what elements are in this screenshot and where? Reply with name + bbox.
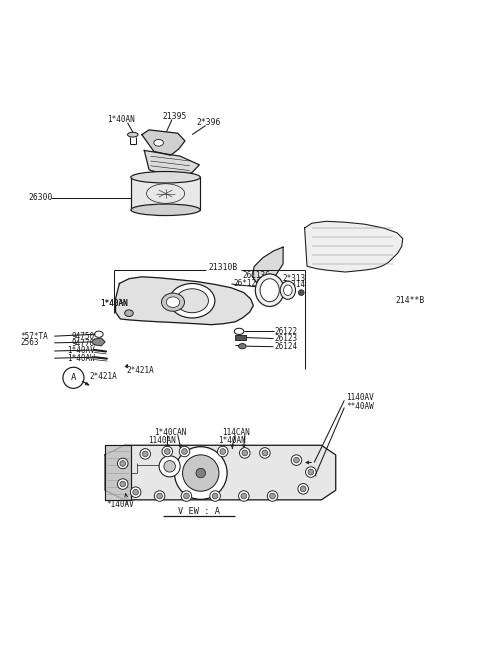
Circle shape: [260, 447, 270, 458]
Circle shape: [217, 446, 228, 457]
Text: *57*TA: *57*TA: [21, 332, 48, 341]
Text: V EW : A: V EW : A: [178, 507, 220, 516]
Text: 1*40AN: 1*40AN: [100, 299, 128, 307]
Text: 1*40AW: 1*40AW: [67, 353, 95, 363]
Bar: [235, 335, 246, 340]
Polygon shape: [142, 130, 185, 155]
Circle shape: [182, 455, 219, 491]
Polygon shape: [105, 445, 132, 500]
Text: 2*313: 2*313: [282, 274, 305, 283]
Text: 26123: 26123: [275, 334, 298, 343]
Circle shape: [179, 446, 190, 457]
Text: 214**B: 214**B: [396, 296, 425, 306]
Circle shape: [308, 469, 314, 475]
Circle shape: [120, 481, 126, 487]
Circle shape: [242, 450, 248, 456]
Circle shape: [270, 493, 276, 499]
Circle shape: [143, 451, 148, 457]
Circle shape: [164, 461, 175, 472]
Ellipse shape: [161, 293, 184, 311]
Circle shape: [299, 290, 304, 296]
Circle shape: [174, 447, 227, 499]
Polygon shape: [305, 221, 403, 272]
Text: 2*314: 2*314: [282, 281, 305, 290]
Circle shape: [183, 493, 189, 499]
Text: 26124: 26124: [275, 342, 298, 351]
Polygon shape: [252, 247, 283, 283]
Circle shape: [131, 487, 141, 497]
Circle shape: [140, 449, 151, 459]
Circle shape: [239, 491, 249, 501]
Bar: [131, 177, 200, 210]
Text: 2*396: 2*396: [196, 118, 220, 127]
Circle shape: [133, 489, 139, 495]
Text: 26*120: 26*120: [234, 279, 262, 288]
Circle shape: [300, 486, 306, 491]
Circle shape: [118, 479, 128, 489]
Text: A: A: [71, 373, 76, 382]
Circle shape: [267, 491, 278, 501]
Circle shape: [210, 491, 220, 501]
Ellipse shape: [169, 284, 215, 318]
Text: 26122: 26122: [275, 327, 298, 336]
Text: 2563: 2563: [21, 338, 39, 348]
Text: 2*421A: 2*421A: [89, 372, 117, 381]
Text: 114CAN: 114CAN: [222, 428, 250, 438]
Circle shape: [196, 468, 205, 478]
Circle shape: [306, 467, 316, 478]
Polygon shape: [105, 445, 336, 500]
Text: *140AV: *140AV: [106, 500, 134, 509]
Text: 1140AV: 1140AV: [346, 394, 374, 402]
Text: 94750: 94750: [72, 332, 95, 341]
Ellipse shape: [154, 139, 163, 146]
Ellipse shape: [260, 279, 279, 302]
Text: 1*40CAN: 1*40CAN: [154, 428, 186, 438]
Circle shape: [298, 484, 309, 494]
Ellipse shape: [131, 171, 200, 183]
Circle shape: [291, 455, 302, 465]
Circle shape: [120, 461, 126, 466]
Ellipse shape: [255, 274, 284, 306]
Text: 1*40AN: 1*40AN: [107, 115, 135, 124]
Circle shape: [155, 491, 165, 501]
Text: 26113C: 26113C: [242, 271, 270, 280]
Circle shape: [118, 458, 128, 468]
Ellipse shape: [131, 204, 200, 215]
Polygon shape: [144, 150, 199, 179]
Circle shape: [164, 449, 170, 455]
Text: 1140AN: 1140AN: [148, 436, 176, 445]
Circle shape: [181, 491, 192, 501]
Circle shape: [240, 447, 250, 458]
Text: 21310B: 21310B: [209, 263, 238, 272]
Polygon shape: [92, 338, 105, 346]
Text: 94770: 94770: [72, 339, 95, 348]
Ellipse shape: [176, 289, 208, 313]
Ellipse shape: [128, 132, 138, 137]
Text: 2*421A: 2*421A: [126, 366, 154, 374]
Circle shape: [212, 493, 218, 499]
Circle shape: [294, 457, 300, 463]
Circle shape: [220, 449, 226, 455]
Text: 1*40AN: 1*40AN: [100, 299, 128, 307]
Circle shape: [181, 449, 187, 455]
Ellipse shape: [239, 344, 246, 349]
Ellipse shape: [280, 281, 296, 300]
Text: 21395: 21395: [162, 112, 187, 121]
Ellipse shape: [166, 297, 180, 307]
Text: 26300: 26300: [28, 193, 53, 202]
Text: **40AW: **40AW: [346, 401, 374, 411]
Ellipse shape: [284, 285, 292, 296]
Circle shape: [262, 450, 268, 456]
Circle shape: [157, 493, 162, 499]
Circle shape: [159, 456, 180, 477]
Text: 1*40AN: 1*40AN: [218, 436, 246, 445]
Circle shape: [162, 446, 172, 457]
Circle shape: [241, 493, 247, 499]
Text: 1*40AV: 1*40AV: [67, 346, 95, 355]
Ellipse shape: [125, 310, 133, 317]
Polygon shape: [116, 277, 253, 325]
